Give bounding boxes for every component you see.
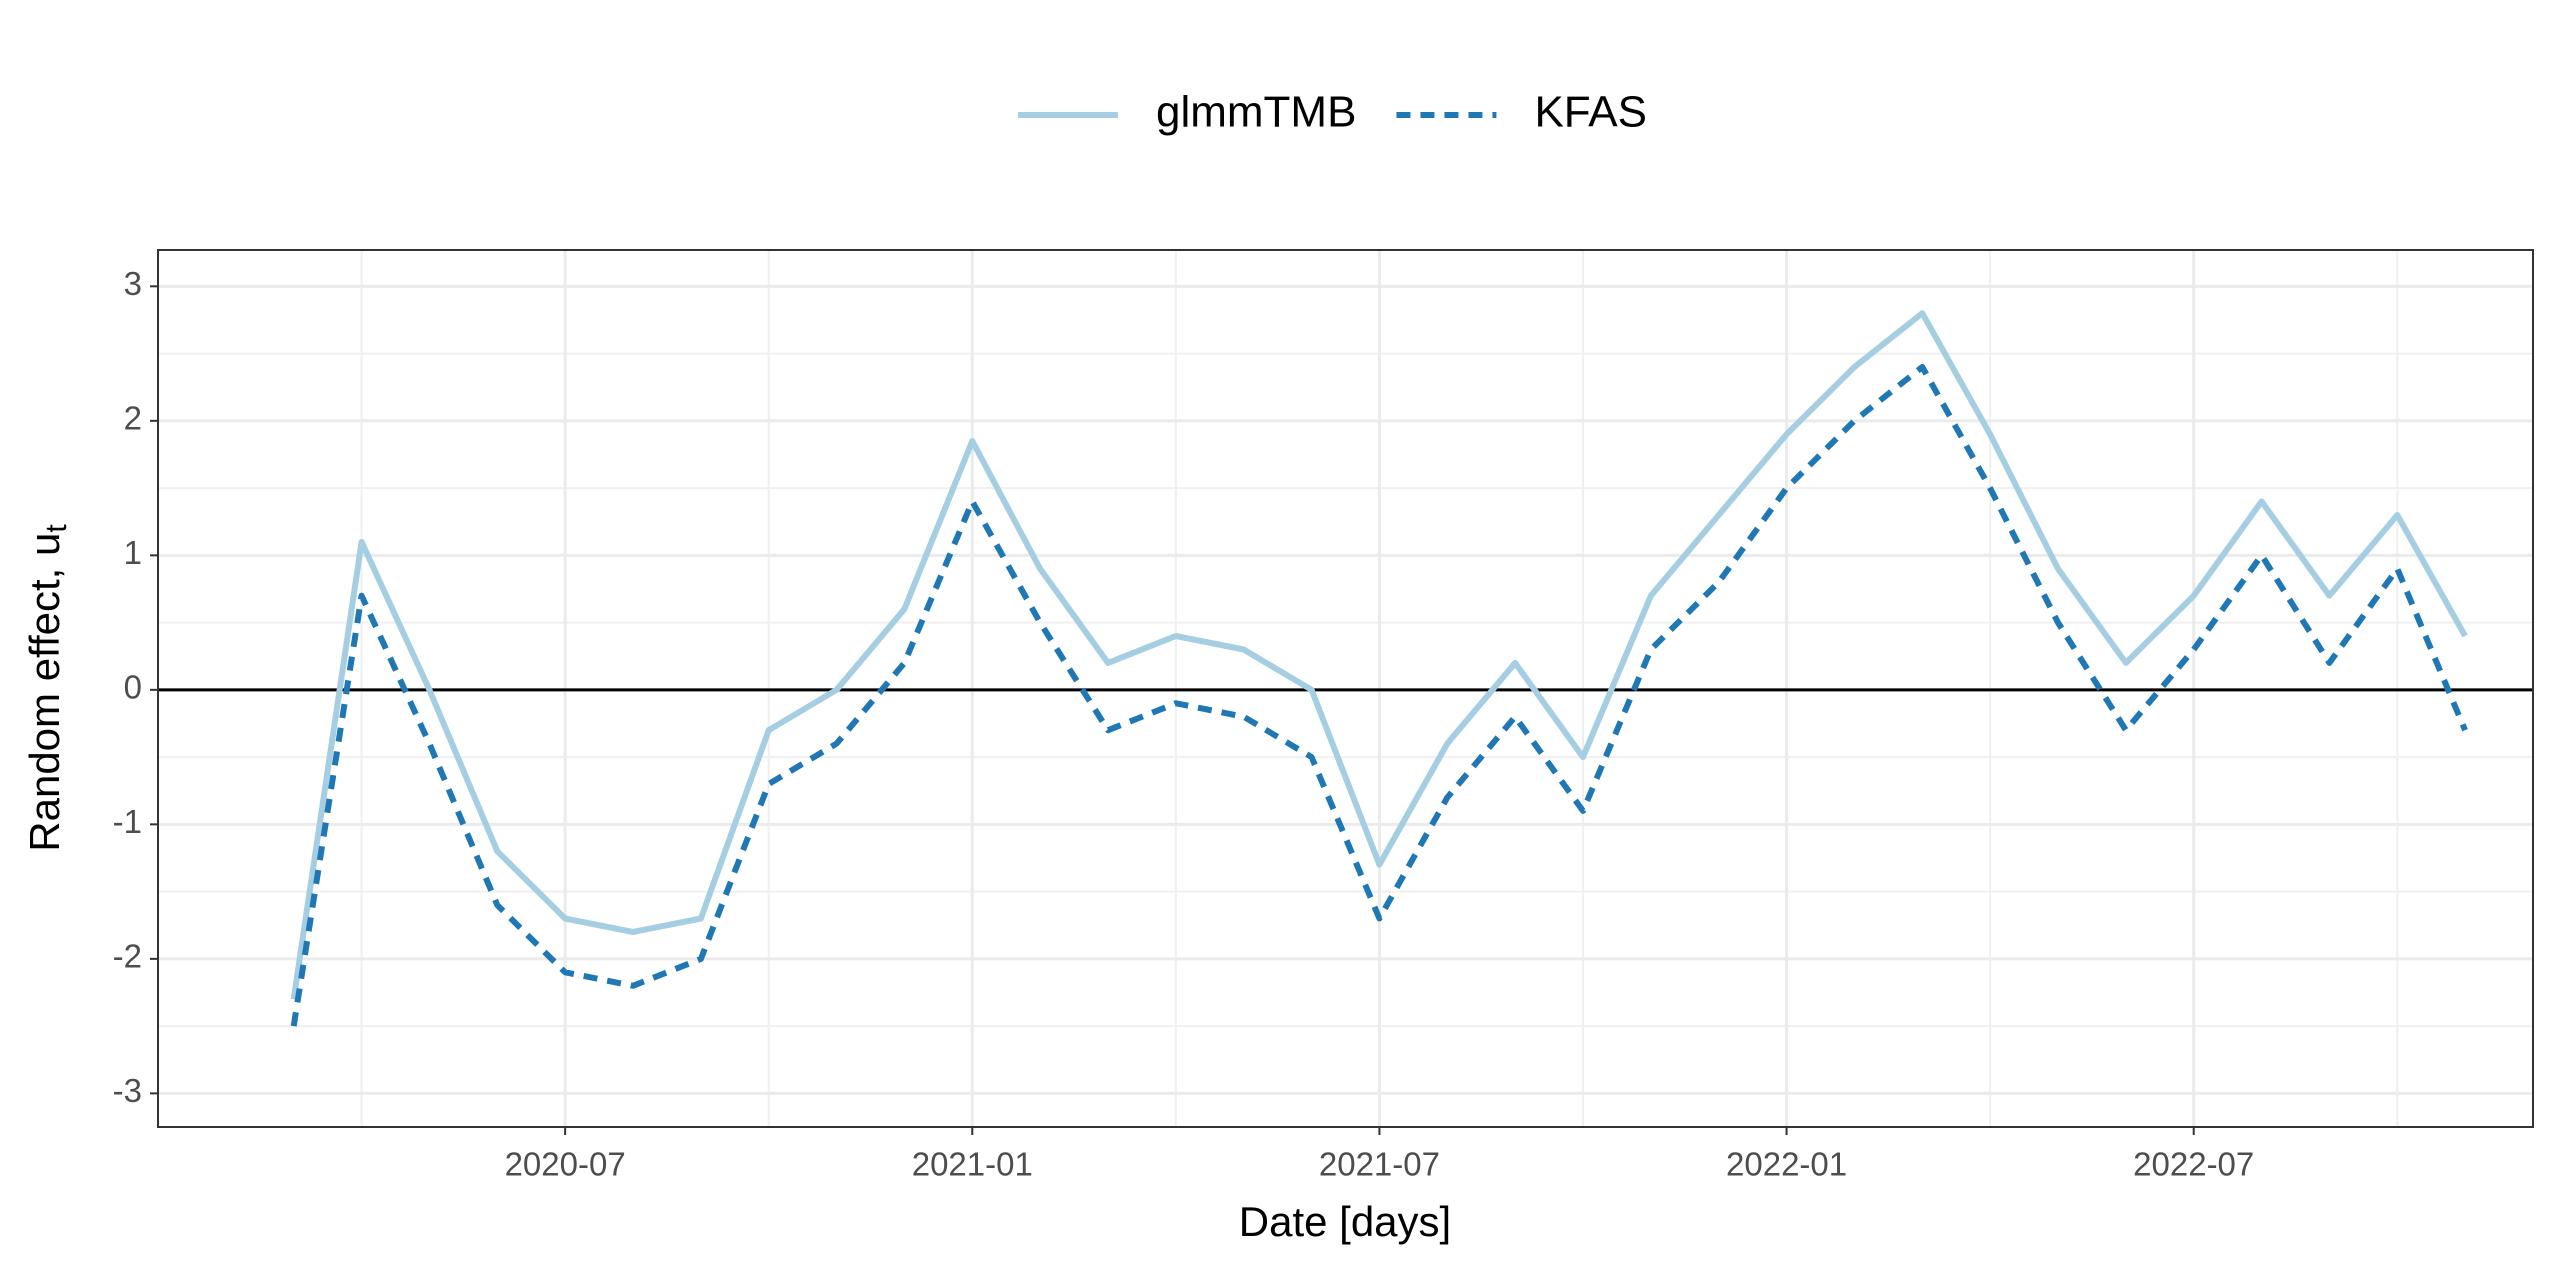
- plot-border: [157, 249, 2534, 1128]
- x-tick-label: 2022-07: [2133, 1146, 2254, 1183]
- y-tick-label: 1: [124, 534, 142, 571]
- y-tick-label: 0: [124, 669, 142, 706]
- legend-label: glmmTMB: [1156, 88, 1356, 137]
- y-axis-title-sub: t: [40, 524, 73, 533]
- y-tick-label: 2: [124, 400, 142, 437]
- x-tick-label: 2022-01: [1726, 1146, 1847, 1183]
- x-axis-title: Date [days]: [1239, 1198, 1451, 1245]
- y-axis-title: Random effect, ut: [21, 524, 73, 852]
- y-axis-title-main: Random effect, u: [21, 533, 68, 852]
- legend-label: KFAS: [1534, 88, 1647, 137]
- y-tick-label: 3: [124, 265, 142, 302]
- y-tick-label: -3: [113, 1072, 142, 1109]
- x-tick-label: 2021-01: [912, 1146, 1033, 1183]
- series-line: [290, 364, 2468, 1027]
- y-tick-label: -2: [113, 938, 142, 975]
- y-tick-label: -1: [113, 803, 142, 840]
- x-tick-label: 2021-07: [1319, 1146, 1440, 1183]
- series-line: [290, 310, 2468, 1000]
- x-tick-label: 2020-07: [505, 1146, 626, 1183]
- legend: glmmTMB KFAS: [1018, 88, 1647, 137]
